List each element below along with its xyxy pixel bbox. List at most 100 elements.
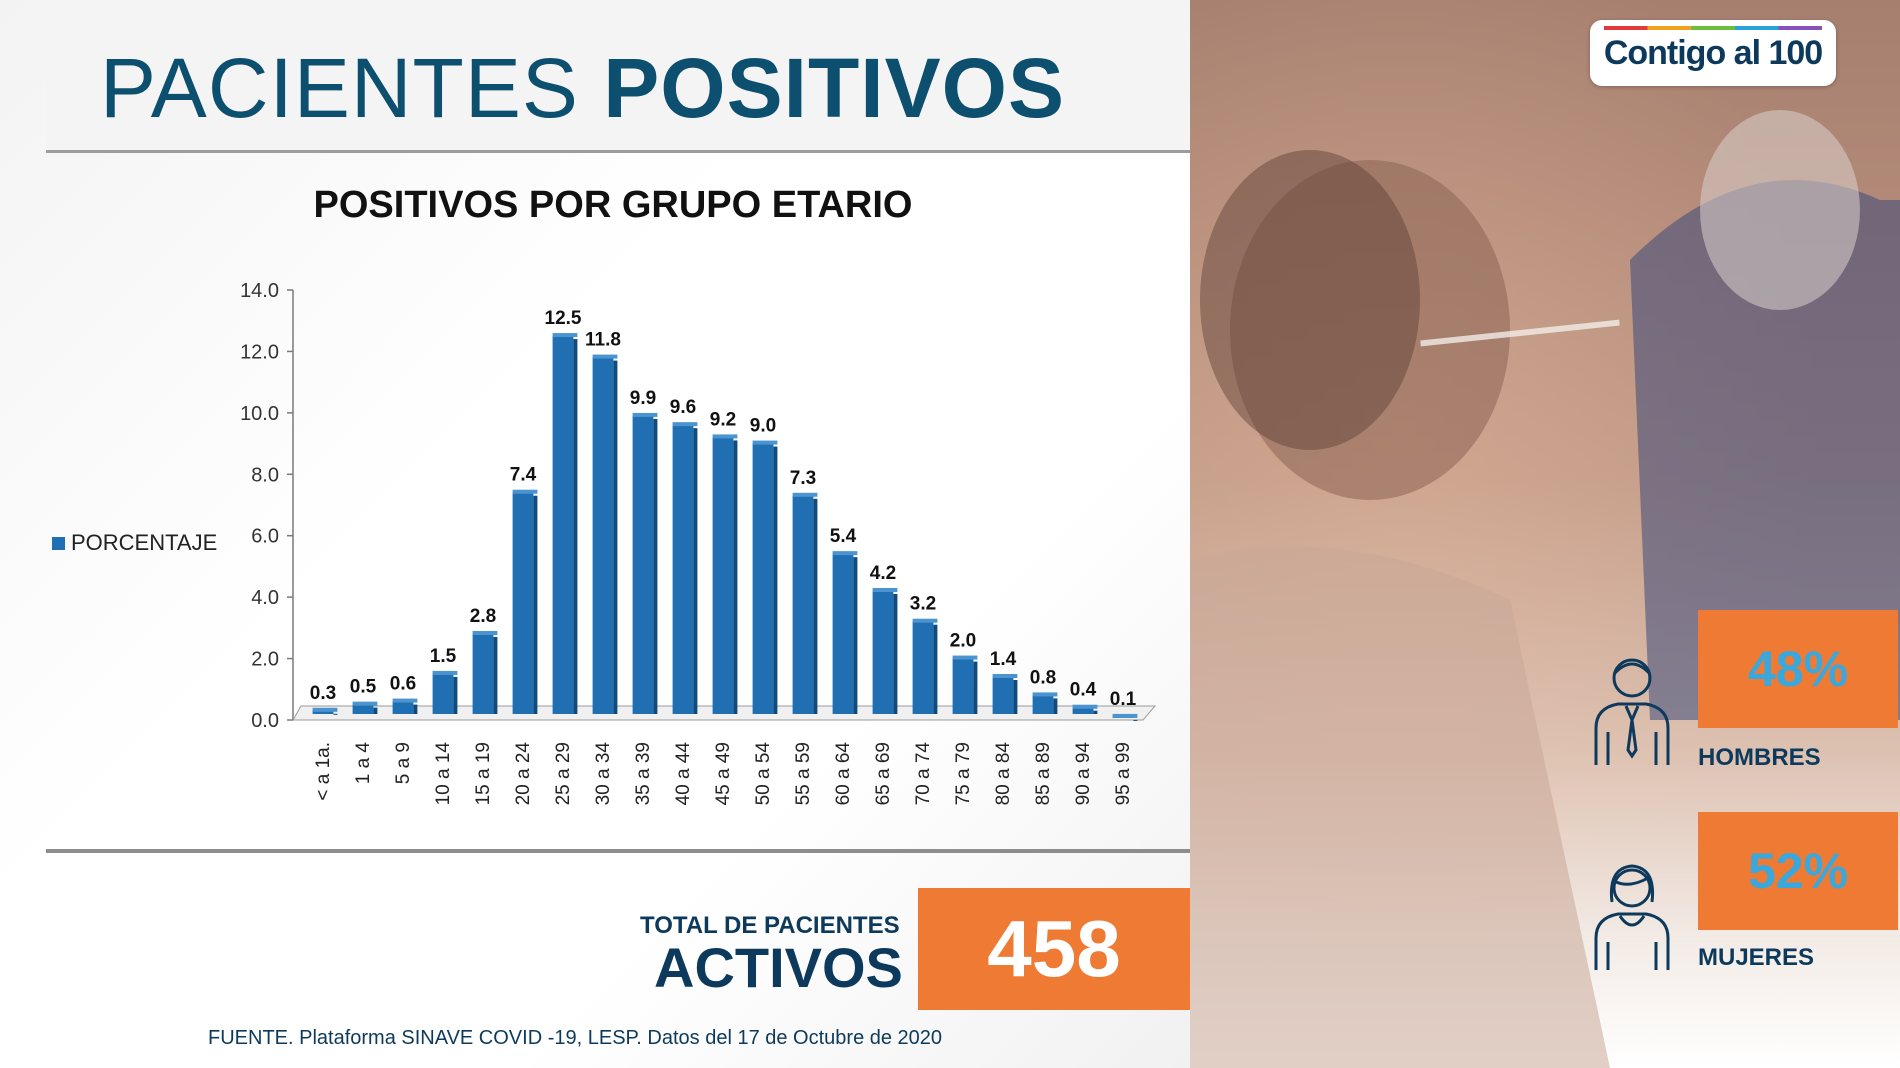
men-pct: 48% xyxy=(1698,610,1898,728)
bar-side xyxy=(853,557,858,714)
bar-top xyxy=(912,618,938,623)
bar-top xyxy=(712,434,738,439)
data-label: 0.1 xyxy=(1110,689,1137,710)
bar-top xyxy=(1112,713,1138,718)
bar-top xyxy=(992,674,1018,678)
x-tick-label: < a 1a. xyxy=(313,742,334,801)
bar xyxy=(432,673,454,714)
left-panel: PACIENTES POSITIVOS POSITIVOS POR GRUPO … xyxy=(0,0,1190,1068)
bar-top xyxy=(632,412,658,417)
man-icon xyxy=(1594,658,1670,765)
data-label: 2.0 xyxy=(950,631,976,652)
y-tick-label: 8.0 xyxy=(251,464,279,486)
bar-side xyxy=(1133,719,1138,721)
x-tick-label: 65 a 69 xyxy=(873,742,894,805)
x-tick-label: 85 a 89 xyxy=(1033,742,1054,805)
x-tick-label: 20 a 24 xyxy=(513,742,534,806)
bar xyxy=(632,415,654,714)
bar-top xyxy=(552,333,578,338)
bar-top xyxy=(432,670,458,675)
bar-top xyxy=(352,701,378,706)
data-label: 1.4 xyxy=(990,649,1017,670)
bar xyxy=(1072,707,1094,714)
data-label: 9.6 xyxy=(670,397,696,418)
bar-top xyxy=(1032,692,1058,697)
x-tick-label: 90 a 94 xyxy=(1073,742,1094,806)
data-label: 3.2 xyxy=(910,594,936,615)
bar xyxy=(352,704,374,714)
bar-side xyxy=(333,713,338,715)
bar-side xyxy=(453,676,458,714)
data-label: 5.4 xyxy=(830,526,857,547)
bar-top xyxy=(1072,704,1098,709)
men-label: HOMBRES xyxy=(1698,744,1821,771)
bar xyxy=(1032,695,1054,714)
bar-side xyxy=(893,594,898,714)
x-tick-label: 70 a 74 xyxy=(913,742,934,806)
bar xyxy=(512,492,534,714)
bar-side xyxy=(653,418,658,714)
legend-label: PORCENTAJE xyxy=(71,530,218,555)
x-tick-label: 45 a 49 xyxy=(713,742,734,805)
bar-top xyxy=(672,422,698,427)
bar xyxy=(992,677,1014,714)
source-note: FUENTE. Plataforma SINAVE COVID -19, LES… xyxy=(208,1027,943,1049)
x-tick-label: 75 a 79 xyxy=(953,742,974,805)
bar-side xyxy=(573,339,578,714)
x-tick-label: 5 a 9 xyxy=(393,742,414,784)
bar-top xyxy=(832,551,858,556)
x-tick-label: 50 a 54 xyxy=(753,742,774,806)
bar-top xyxy=(872,588,898,592)
bar-side xyxy=(493,637,498,714)
chart-legend: PORCENTAJE xyxy=(52,530,217,556)
bar-side xyxy=(693,428,698,714)
bar-top xyxy=(392,698,418,703)
bar-side xyxy=(773,446,778,714)
data-label: 4.2 xyxy=(870,563,896,584)
data-label: 7.4 xyxy=(510,465,537,486)
data-label: 7.3 xyxy=(790,468,816,489)
x-tick-label: 55 a 59 xyxy=(793,742,814,805)
total-sub-label: ACTIVOS xyxy=(654,936,903,999)
total-value: 458 xyxy=(918,888,1190,1010)
data-label: 12.5 xyxy=(545,308,582,329)
bar-side xyxy=(413,704,418,714)
y-tick-label: 2.0 xyxy=(251,649,279,671)
title-light: PACIENTES xyxy=(100,41,579,135)
bar xyxy=(832,554,854,714)
y-tick-label: 0.0 xyxy=(251,710,279,732)
photo-silhouette xyxy=(1190,110,1900,1068)
bar-side xyxy=(813,498,818,714)
bar xyxy=(792,495,814,714)
brand-logo: Contigo al 100 xyxy=(1590,20,1836,86)
bar xyxy=(472,634,494,714)
data-label: 2.8 xyxy=(470,606,496,627)
data-label: 9.9 xyxy=(630,388,656,409)
bar xyxy=(312,710,334,714)
total-label: TOTAL DE PACIENTES xyxy=(640,912,900,939)
x-tick-label: 30 a 34 xyxy=(593,742,614,806)
bar xyxy=(752,443,774,714)
bar-top xyxy=(752,440,778,445)
bar-side xyxy=(1093,710,1098,714)
divider-bottom xyxy=(46,849,1190,853)
x-tick-label: 80 a 84 xyxy=(993,742,1014,806)
bar xyxy=(672,425,694,714)
bar xyxy=(872,591,894,714)
bar-side xyxy=(1013,680,1018,714)
bar-top xyxy=(312,707,338,712)
divider-top xyxy=(46,150,1190,153)
data-label: 11.8 xyxy=(585,330,621,351)
bar xyxy=(712,437,734,714)
bar-side xyxy=(973,661,978,714)
bar xyxy=(912,621,934,714)
bar xyxy=(592,357,614,714)
bar-top xyxy=(512,489,538,494)
bar-side xyxy=(613,360,618,714)
women-label: MUJERES xyxy=(1698,944,1815,971)
legend-swatch xyxy=(52,536,65,550)
x-tick-label: 40 a 44 xyxy=(673,742,694,806)
bar-chart: POSITIVOS POR GRUPO ETARIO 0.0 2.0 4.0 6.0 8.… xyxy=(240,184,1157,806)
data-label: 1.5 xyxy=(430,646,457,667)
x-tick-label: 95 a 99 xyxy=(1113,742,1134,805)
